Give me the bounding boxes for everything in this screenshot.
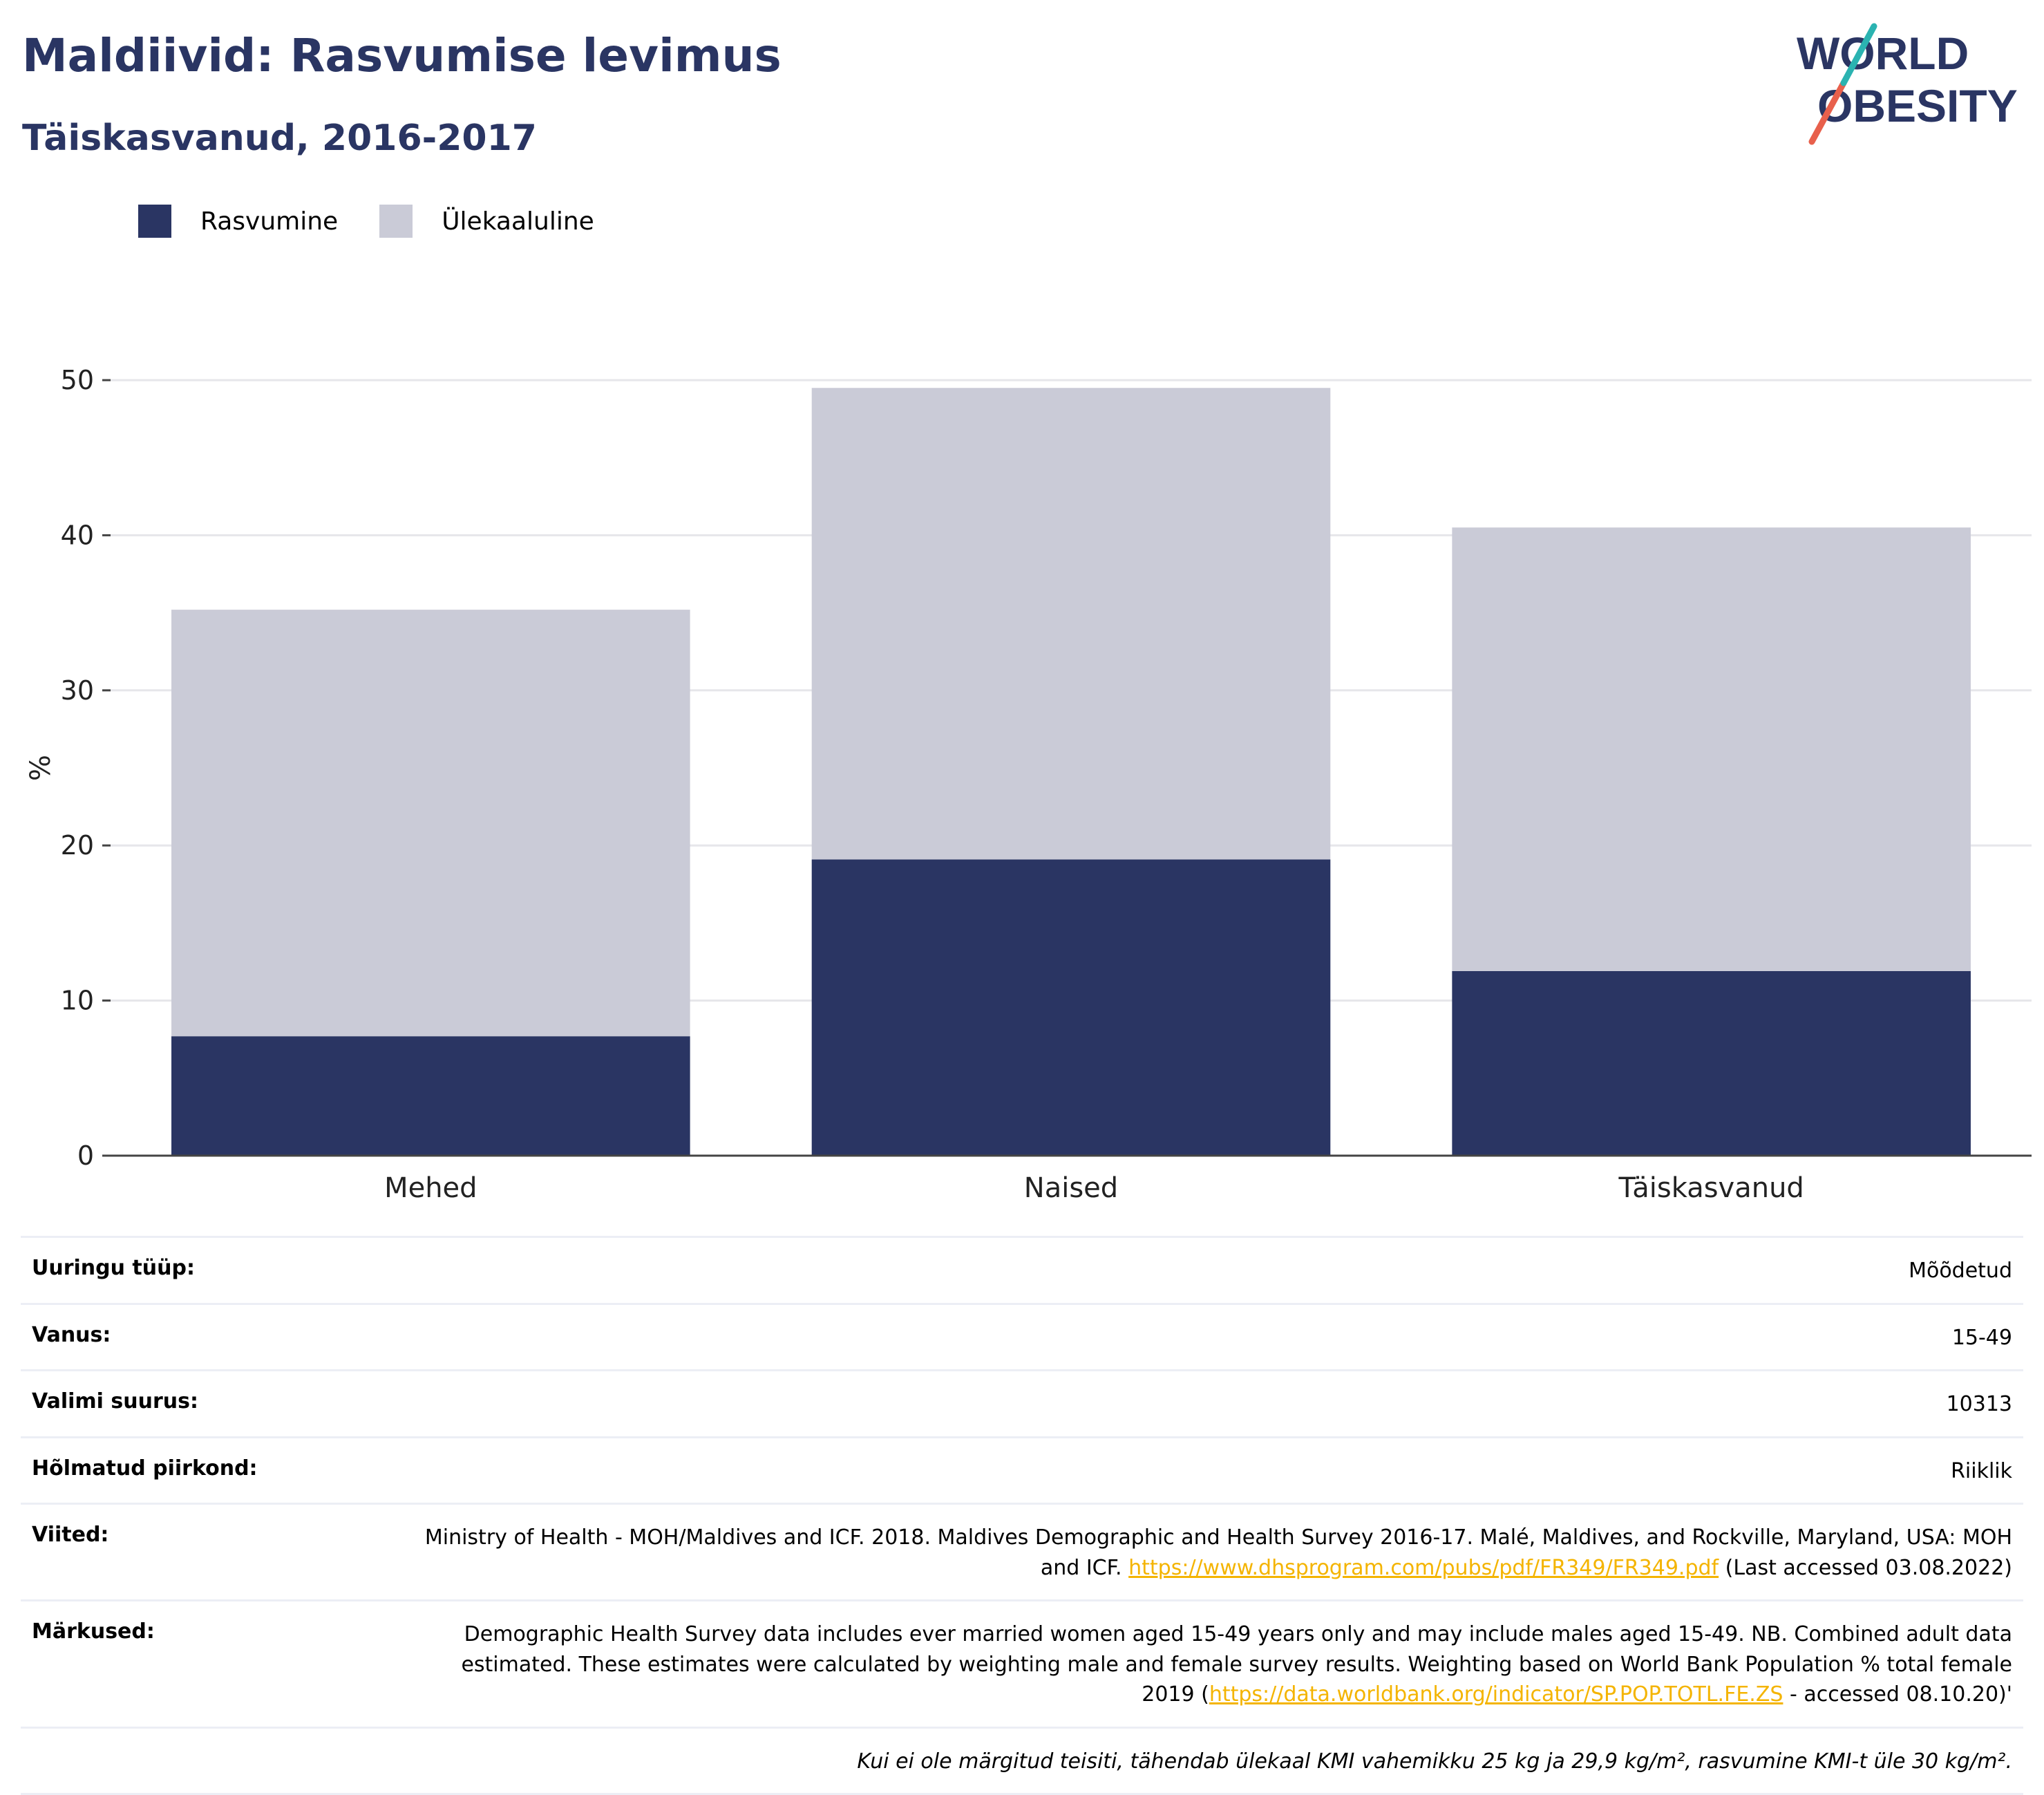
info-value: Mõõdetud — [419, 1256, 2012, 1286]
legend-item-overweight[interactable]: Ülekaaluline — [379, 205, 594, 238]
logo-line-2: OBESITY — [1817, 80, 2018, 131]
info-row-sample-size: Valimi suurus: 10313 — [21, 1369, 2023, 1436]
info-value: Ministry of Health - MOH/Maldives and IC… — [419, 1523, 2012, 1583]
bar-obesity-täiskasvanud — [1452, 971, 1971, 1156]
world-obesity-logo: WORLD OBESITY — [1797, 21, 2025, 145]
legend-swatch-obesity — [138, 205, 171, 238]
chart-title: Maldiivid: Rasvumise levimus — [22, 29, 782, 82]
references-accessed: (Last accessed 03.08.2022) — [1719, 1556, 2012, 1580]
info-label: Hõlmatud piirkond: — [32, 1456, 419, 1487]
info-row-region: Hõlmatud piirkond: Riiklik — [21, 1436, 2023, 1503]
legend-swatch-overweight — [379, 205, 413, 238]
chart-subtitle: Täiskasvanud, 2016-2017 — [22, 118, 537, 159]
info-row-references: Viited: Ministry of Health - MOH/Maldive… — [21, 1503, 2023, 1599]
info-label: Vanus: — [32, 1323, 419, 1353]
chart-legend: Rasvumine Ülekaaluline — [138, 205, 636, 238]
y-tick-label: 40 — [61, 520, 94, 550]
legend-label-overweight: Ülekaaluline — [442, 207, 594, 236]
info-row-notes: Märkused: Demographic Health Survey data… — [21, 1599, 2023, 1727]
info-value: 10313 — [419, 1389, 2012, 1420]
y-tick-label: 30 — [61, 675, 94, 706]
bar-obesity-naised — [812, 859, 1331, 1156]
info-row-survey-type: Uuringu tüüp: Mõõdetud — [21, 1236, 2023, 1303]
logo-line-1: WORLD — [1797, 28, 1969, 79]
y-tick-label: 50 — [61, 365, 94, 395]
y-tick-label: 20 — [61, 830, 94, 861]
survey-info-table: Uuringu tüüp: Mõõdetud Vanus: 15-49 Vali… — [21, 1236, 2023, 1795]
bar-overweight-täiskasvanud — [1452, 527, 1971, 971]
legend-label-obesity: Rasvumine — [200, 207, 338, 236]
notes-link[interactable]: https://data.worldbank.org/indicator/SP.… — [1209, 1682, 1783, 1707]
references-link[interactable]: https://www.dhsprogram.com/pubs/pdf/FR34… — [1128, 1556, 1719, 1580]
bar-overweight-naised — [812, 388, 1331, 859]
info-label: Märkused: — [32, 1619, 419, 1710]
bar-overweight-mehed — [171, 610, 690, 1036]
info-label: Valimi suurus: — [32, 1389, 419, 1420]
bar-chart: 0 10 20 30 40 50% Mehed Naised Täiskasvanud — [0, 332, 2044, 1203]
notes-accessed: - accessed 08.10.20)' — [1783, 1682, 2012, 1707]
info-label: Viited: — [32, 1523, 419, 1583]
info-value: 15-49 — [419, 1323, 2012, 1353]
info-value: Demographic Health Survey data includes … — [419, 1619, 2012, 1710]
y-tick-label: 10 — [61, 986, 94, 1016]
info-value: Riiklik — [419, 1456, 2012, 1487]
bar-obesity-mehed — [171, 1036, 690, 1156]
y-tick-label: 0 — [77, 1140, 94, 1171]
y-axis-label: % — [25, 755, 57, 781]
info-row-age: Vanus: 15-49 — [21, 1303, 2023, 1370]
x-tick-label: Täiskasvanud — [1618, 1172, 1804, 1203]
footnote: Kui ei ole märgitud teisiti, tähendab ül… — [32, 1747, 2012, 1777]
info-row-footnote: Kui ei ole märgitud teisiti, tähendab ül… — [21, 1727, 2023, 1795]
legend-item-obesity[interactable]: Rasvumine — [138, 205, 338, 238]
x-tick-label: Naised — [1024, 1172, 1118, 1203]
x-tick-label: Mehed — [384, 1172, 477, 1203]
info-label: Uuringu tüüp: — [32, 1256, 419, 1286]
